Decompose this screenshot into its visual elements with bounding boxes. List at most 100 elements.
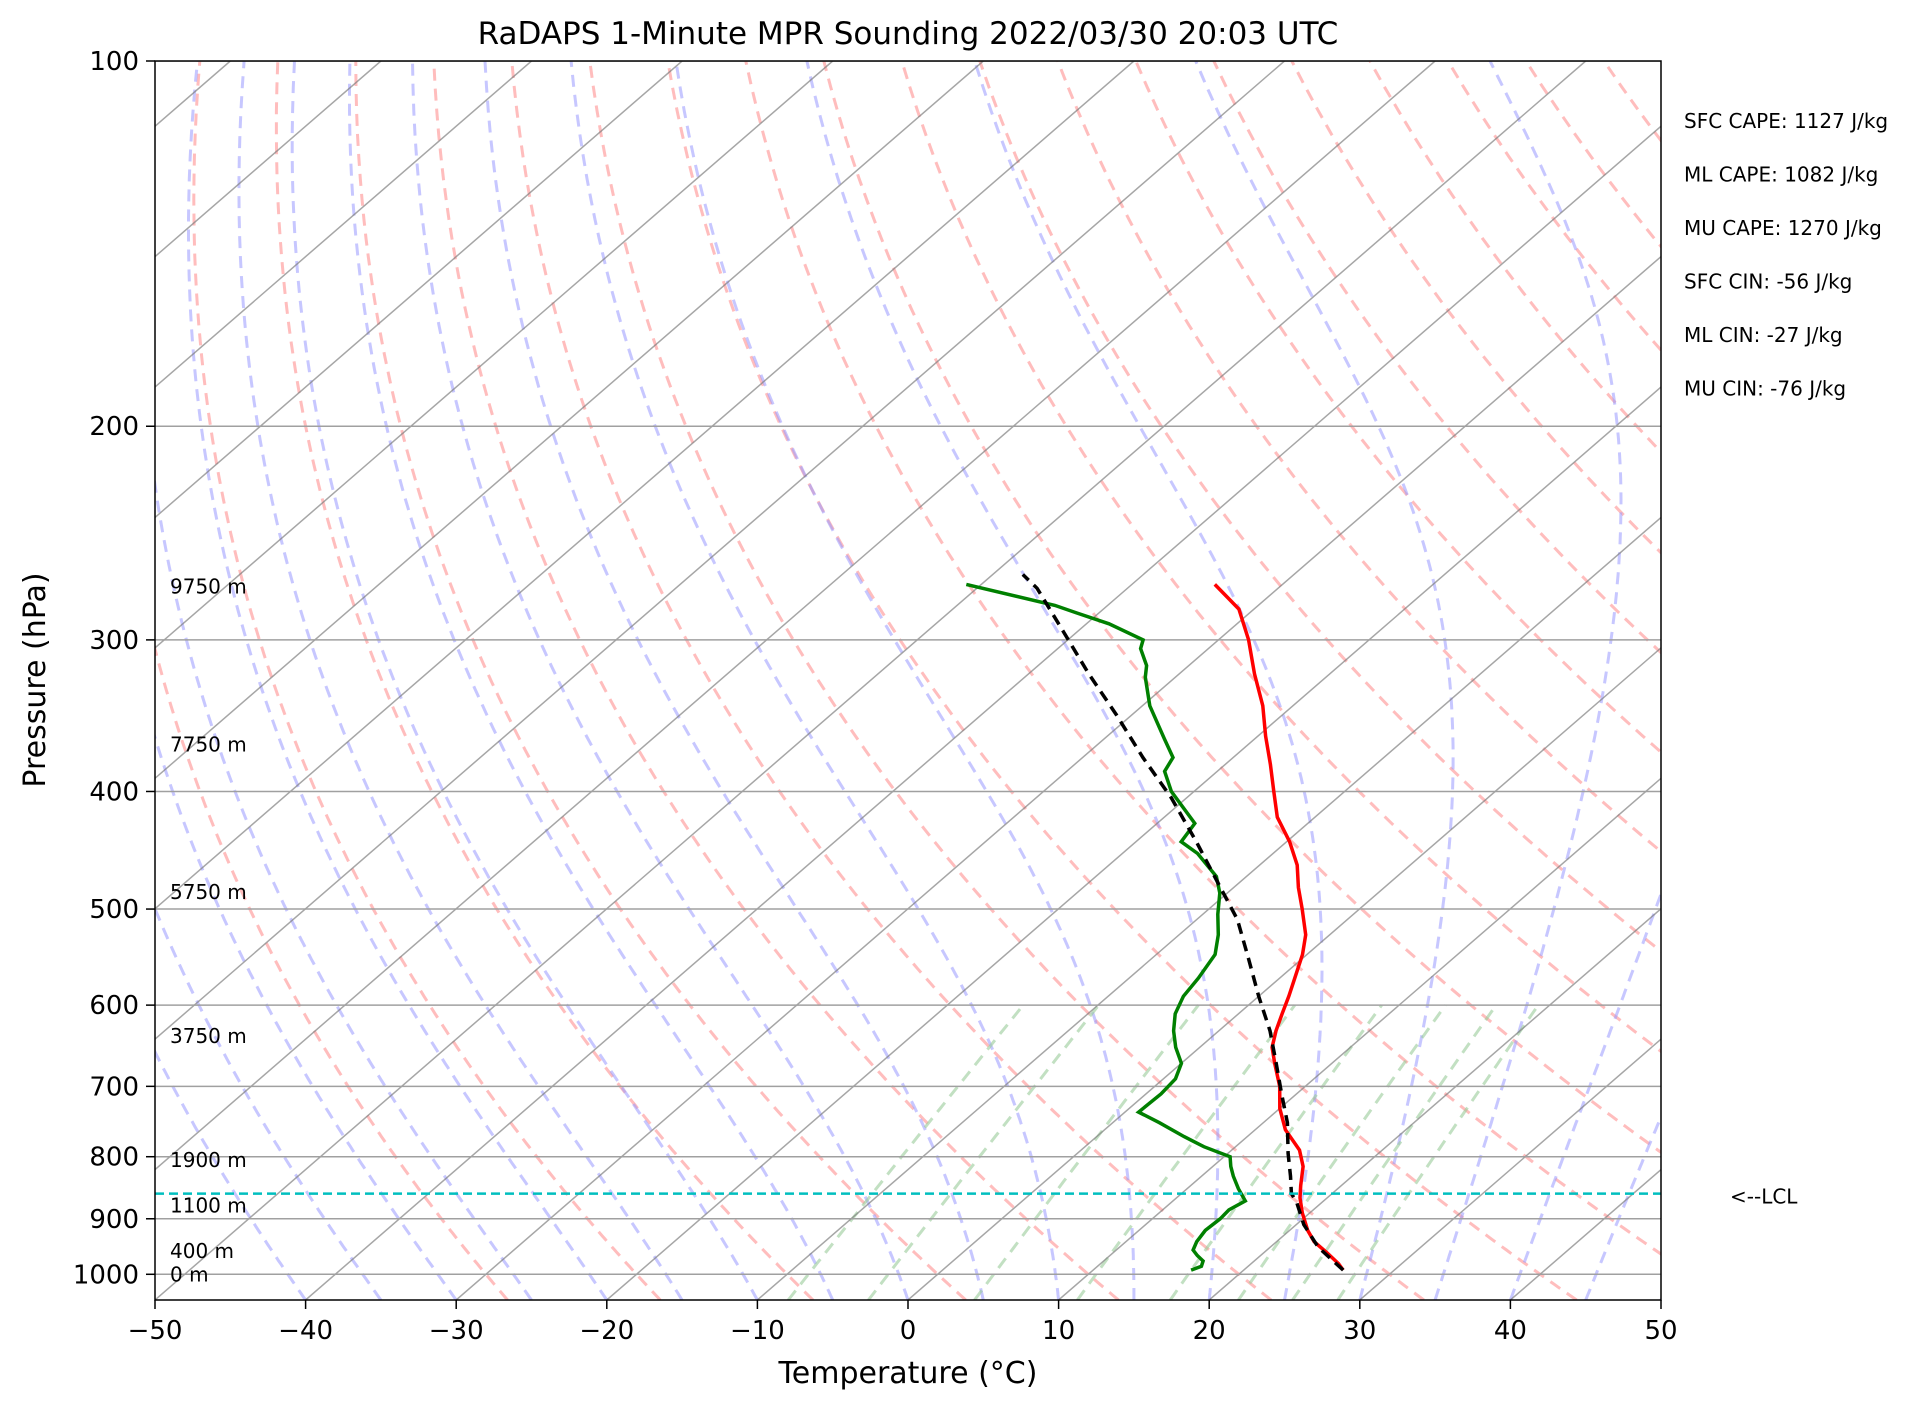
moist-adiabat (569, 61, 1061, 1300)
stability-annotation: SFC CIN: -56 J/kg (1684, 270, 1852, 294)
dry-adiabat (510, 61, 1273, 1300)
dry-adiabat (666, 61, 1578, 1300)
x-tick-label: 10 (1042, 1316, 1075, 1346)
dry-adiabat (1212, 61, 1661, 655)
moist-adiabat (483, 61, 985, 1300)
mixing-ratio-line (867, 1004, 1100, 1300)
height-label: 400 m (170, 1239, 234, 1263)
dry-adiabat (1760, 61, 1925, 1300)
moist-adiabat (1508, 889, 1661, 1300)
chart-title: RaDAPS 1-Minute MPR Sounding 2022/03/30 … (478, 16, 1339, 52)
dry-adiabat (822, 61, 1661, 1155)
dry-adiabat (155, 642, 509, 1300)
mixing-ratio-line (1291, 1004, 1498, 1300)
stability-annotation: ML CAPE: 1082 J/kg (1684, 163, 1878, 187)
y-tick-label: 600 (89, 991, 139, 1021)
isotherm (155, 61, 532, 389)
isotherm (155, 61, 1135, 910)
height-label: 0 m (170, 1262, 209, 1286)
isotherm (155, 61, 1285, 1041)
dry-adiabat (192, 61, 662, 1300)
x-tick-label: 0 (900, 1316, 917, 1346)
dry-adiabat (1916, 61, 1925, 1300)
axis-ticks: −50 −40 −30 −20 −10 0 10 20 30 40 50 100 200 300 400 50… (73, 47, 1678, 1346)
x-tick-label: −30 (429, 1316, 484, 1346)
y-tick-label: 1000 (73, 1260, 139, 1290)
dry-adiabat (1446, 61, 1661, 353)
isotherm (155, 61, 1436, 1171)
isotherm (155, 61, 1587, 1300)
mixing-ratio-line (1237, 1004, 1447, 1300)
y-tick-label: 200 (89, 412, 139, 442)
moist-adiabat (155, 474, 533, 1300)
series-parcel-line (1021, 573, 1345, 1272)
isotherm (155, 61, 984, 780)
mixing-ratio-line (1168, 1004, 1383, 1300)
height-label: 3750 m (170, 1024, 247, 1048)
dry-adiabat (1524, 61, 1661, 249)
isotherm (155, 61, 382, 258)
moist-adiabat (348, 61, 835, 1300)
isotherm (756, 516, 1661, 1300)
y-tick-label: 800 (89, 1143, 139, 1173)
isotherm (455, 255, 1661, 1300)
moist-adiabat (1194, 61, 1455, 1300)
isotherm (1208, 907, 1661, 1300)
x-tick-label: −10 (730, 1316, 785, 1346)
dry-adiabat (1602, 61, 1661, 144)
y-tick-label: 900 (89, 1205, 139, 1235)
moist-adiabat (805, 61, 1220, 1300)
isotherm (1509, 1168, 1661, 1300)
stability-annotation: MU CAPE: 1270 J/kg (1684, 216, 1882, 240)
height-label: 7750 m (170, 733, 247, 757)
x-tick-label: −50 (128, 1316, 183, 1346)
data-lines (155, 573, 1661, 1272)
x-tick-label: −40 (278, 1316, 333, 1346)
moist-adiabat (187, 61, 609, 1300)
moist-adiabat (290, 61, 759, 1300)
series-dewpoint-line (965, 582, 1248, 1272)
lcl-label: <--LCL (1730, 1185, 1798, 1209)
dry-adiabat (274, 61, 815, 1300)
dry-adiabat (354, 61, 967, 1300)
mixing-ratio-line (1336, 1004, 1540, 1300)
mixing-ratio-line (787, 1004, 1025, 1300)
dry-adiabat (900, 61, 1661, 1054)
moist-adiabat (973, 61, 1324, 1300)
x-tick-label: −20 (579, 1316, 634, 1346)
x-tick-label: 20 (1193, 1316, 1226, 1346)
mixing-ratio-line (973, 1004, 1200, 1300)
isotherm (1058, 777, 1661, 1300)
isotherm (1660, 1299, 1661, 1300)
x-tick-label: 40 (1494, 1316, 1527, 1346)
isotherm (606, 386, 1661, 1300)
isotherm (155, 61, 834, 649)
height-label: 5750 m (170, 880, 247, 904)
height-label: 9750 m (170, 574, 247, 598)
x-tick-label: 30 (1343, 1316, 1376, 1346)
moist-adiabat (155, 904, 383, 1300)
stability-annotation: ML CIN: -27 J/kg (1684, 323, 1843, 347)
height-label: 1100 m (170, 1194, 247, 1218)
moist-adiabat (674, 61, 1136, 1300)
stability-annotations: SFC CAPE: 1127 J/kg ML CAPE: 1082 J/kg MU … (1684, 109, 1888, 401)
dry-adiabat (588, 61, 1425, 1300)
moist-adiabat (1584, 1112, 1661, 1300)
y-axis-title: Pressure (hPa) (18, 572, 53, 787)
stability-annotation: MU CIN: -76 J/kg (1684, 377, 1846, 401)
y-tick-label: 700 (89, 1072, 139, 1102)
isotherm (907, 646, 1661, 1300)
moist-adiabat (411, 61, 910, 1300)
moist-adiabat (1433, 61, 1623, 1300)
stability-annotation: SFC CAPE: 1127 J/kg (1684, 109, 1888, 133)
x-tick-label: 50 (1644, 1316, 1677, 1346)
moist-adiabat (155, 1048, 307, 1300)
moist-adiabat (1659, 1296, 1661, 1300)
dry-adiabat (432, 61, 1120, 1300)
dry-adiabat (1682, 61, 1925, 1300)
isotherm (155, 61, 683, 519)
dry-adiabat (1368, 61, 1661, 455)
y-tick-label: 500 (89, 895, 139, 925)
moist-adiabat (155, 732, 458, 1300)
